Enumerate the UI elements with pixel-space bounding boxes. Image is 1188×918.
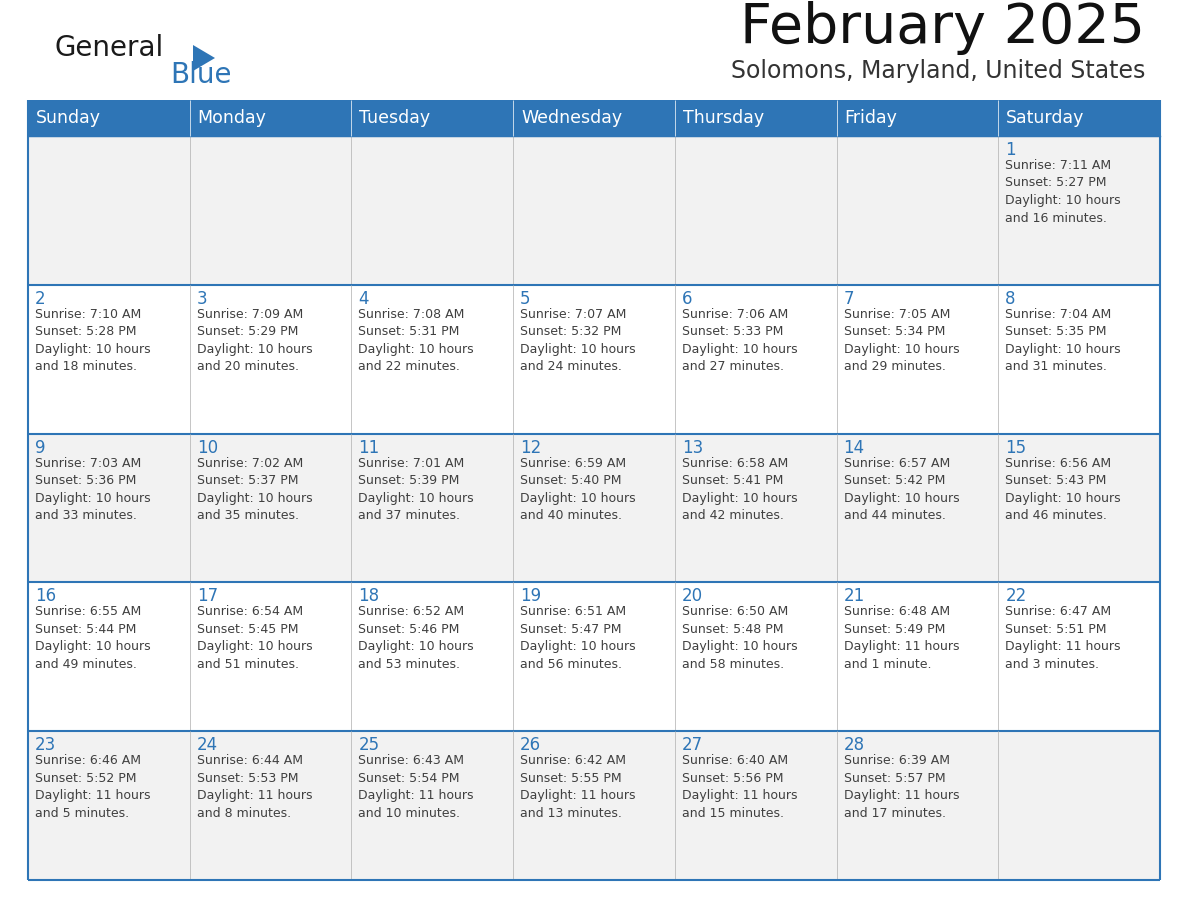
Bar — [29, 582, 1159, 732]
Text: General: General — [55, 34, 164, 62]
Text: Sunrise: 6:56 AM
Sunset: 5:43 PM
Daylight: 10 hours
and 46 minutes.: Sunrise: 6:56 AM Sunset: 5:43 PM Dayligh… — [1005, 456, 1121, 522]
Text: Wednesday: Wednesday — [522, 109, 623, 127]
Text: Sunrise: 6:52 AM
Sunset: 5:46 PM
Daylight: 10 hours
and 53 minutes.: Sunrise: 6:52 AM Sunset: 5:46 PM Dayligh… — [359, 605, 474, 671]
Text: Sunrise: 6:46 AM
Sunset: 5:52 PM
Daylight: 11 hours
and 5 minutes.: Sunrise: 6:46 AM Sunset: 5:52 PM Dayligh… — [34, 755, 151, 820]
Text: Solomons, Maryland, United States: Solomons, Maryland, United States — [731, 59, 1145, 83]
Bar — [29, 100, 1159, 136]
Text: Sunrise: 7:11 AM
Sunset: 5:27 PM
Daylight: 10 hours
and 16 minutes.: Sunrise: 7:11 AM Sunset: 5:27 PM Dayligh… — [1005, 159, 1121, 225]
Text: 27: 27 — [682, 736, 703, 755]
Text: 24: 24 — [197, 736, 217, 755]
Text: Sunrise: 7:04 AM
Sunset: 5:35 PM
Daylight: 10 hours
and 31 minutes.: Sunrise: 7:04 AM Sunset: 5:35 PM Dayligh… — [1005, 308, 1121, 374]
Text: Sunrise: 6:47 AM
Sunset: 5:51 PM
Daylight: 11 hours
and 3 minutes.: Sunrise: 6:47 AM Sunset: 5:51 PM Dayligh… — [1005, 605, 1120, 671]
Text: 17: 17 — [197, 588, 217, 605]
Text: Sunrise: 7:07 AM
Sunset: 5:32 PM
Daylight: 10 hours
and 24 minutes.: Sunrise: 7:07 AM Sunset: 5:32 PM Dayligh… — [520, 308, 636, 374]
Text: Sunrise: 6:55 AM
Sunset: 5:44 PM
Daylight: 10 hours
and 49 minutes.: Sunrise: 6:55 AM Sunset: 5:44 PM Dayligh… — [34, 605, 151, 671]
Text: 3: 3 — [197, 290, 208, 308]
Text: 10: 10 — [197, 439, 217, 456]
Text: Sunrise: 6:59 AM
Sunset: 5:40 PM
Daylight: 10 hours
and 40 minutes.: Sunrise: 6:59 AM Sunset: 5:40 PM Dayligh… — [520, 456, 636, 522]
Text: 1: 1 — [1005, 141, 1016, 159]
Text: 11: 11 — [359, 439, 380, 456]
Text: 21: 21 — [843, 588, 865, 605]
Text: Sunrise: 7:02 AM
Sunset: 5:37 PM
Daylight: 10 hours
and 35 minutes.: Sunrise: 7:02 AM Sunset: 5:37 PM Dayligh… — [197, 456, 312, 522]
Text: Sunrise: 6:51 AM
Sunset: 5:47 PM
Daylight: 10 hours
and 56 minutes.: Sunrise: 6:51 AM Sunset: 5:47 PM Dayligh… — [520, 605, 636, 671]
Text: 7: 7 — [843, 290, 854, 308]
Text: 16: 16 — [34, 588, 56, 605]
Bar — [29, 433, 1159, 582]
Text: Sunday: Sunday — [36, 109, 101, 127]
Text: Tuesday: Tuesday — [360, 109, 430, 127]
Text: Thursday: Thursday — [683, 109, 764, 127]
Text: Sunrise: 7:05 AM
Sunset: 5:34 PM
Daylight: 10 hours
and 29 minutes.: Sunrise: 7:05 AM Sunset: 5:34 PM Dayligh… — [843, 308, 959, 374]
Text: Sunrise: 6:50 AM
Sunset: 5:48 PM
Daylight: 10 hours
and 58 minutes.: Sunrise: 6:50 AM Sunset: 5:48 PM Dayligh… — [682, 605, 797, 671]
Text: 23: 23 — [34, 736, 56, 755]
Text: 2: 2 — [34, 290, 45, 308]
Text: 8: 8 — [1005, 290, 1016, 308]
Text: Sunrise: 7:08 AM
Sunset: 5:31 PM
Daylight: 10 hours
and 22 minutes.: Sunrise: 7:08 AM Sunset: 5:31 PM Dayligh… — [359, 308, 474, 374]
Text: 5: 5 — [520, 290, 531, 308]
Text: 19: 19 — [520, 588, 542, 605]
Text: 18: 18 — [359, 588, 379, 605]
Text: Blue: Blue — [170, 61, 232, 89]
Text: 9: 9 — [34, 439, 45, 456]
Text: Sunrise: 6:54 AM
Sunset: 5:45 PM
Daylight: 10 hours
and 51 minutes.: Sunrise: 6:54 AM Sunset: 5:45 PM Dayligh… — [197, 605, 312, 671]
Bar — [29, 285, 1159, 433]
Text: Sunrise: 7:03 AM
Sunset: 5:36 PM
Daylight: 10 hours
and 33 minutes.: Sunrise: 7:03 AM Sunset: 5:36 PM Dayligh… — [34, 456, 151, 522]
Text: 26: 26 — [520, 736, 542, 755]
Text: Sunrise: 6:42 AM
Sunset: 5:55 PM
Daylight: 11 hours
and 13 minutes.: Sunrise: 6:42 AM Sunset: 5:55 PM Dayligh… — [520, 755, 636, 820]
Text: Sunrise: 6:44 AM
Sunset: 5:53 PM
Daylight: 11 hours
and 8 minutes.: Sunrise: 6:44 AM Sunset: 5:53 PM Dayligh… — [197, 755, 312, 820]
Text: Sunrise: 6:57 AM
Sunset: 5:42 PM
Daylight: 10 hours
and 44 minutes.: Sunrise: 6:57 AM Sunset: 5:42 PM Dayligh… — [843, 456, 959, 522]
Text: Sunrise: 6:39 AM
Sunset: 5:57 PM
Daylight: 11 hours
and 17 minutes.: Sunrise: 6:39 AM Sunset: 5:57 PM Dayligh… — [843, 755, 959, 820]
Text: 15: 15 — [1005, 439, 1026, 456]
Bar — [29, 732, 1159, 880]
Text: 12: 12 — [520, 439, 542, 456]
Text: 22: 22 — [1005, 588, 1026, 605]
Text: Sunrise: 6:40 AM
Sunset: 5:56 PM
Daylight: 11 hours
and 15 minutes.: Sunrise: 6:40 AM Sunset: 5:56 PM Dayligh… — [682, 755, 797, 820]
Polygon shape — [192, 45, 215, 71]
Text: Sunrise: 6:58 AM
Sunset: 5:41 PM
Daylight: 10 hours
and 42 minutes.: Sunrise: 6:58 AM Sunset: 5:41 PM Dayligh… — [682, 456, 797, 522]
Text: Sunrise: 6:48 AM
Sunset: 5:49 PM
Daylight: 11 hours
and 1 minute.: Sunrise: 6:48 AM Sunset: 5:49 PM Dayligh… — [843, 605, 959, 671]
Text: Saturday: Saturday — [1006, 109, 1085, 127]
Text: 4: 4 — [359, 290, 369, 308]
Text: Friday: Friday — [845, 109, 897, 127]
Text: Sunrise: 7:06 AM
Sunset: 5:33 PM
Daylight: 10 hours
and 27 minutes.: Sunrise: 7:06 AM Sunset: 5:33 PM Dayligh… — [682, 308, 797, 374]
Text: Monday: Monday — [197, 109, 266, 127]
Text: Sunrise: 7:09 AM
Sunset: 5:29 PM
Daylight: 10 hours
and 20 minutes.: Sunrise: 7:09 AM Sunset: 5:29 PM Dayligh… — [197, 308, 312, 374]
Text: Sunrise: 6:43 AM
Sunset: 5:54 PM
Daylight: 11 hours
and 10 minutes.: Sunrise: 6:43 AM Sunset: 5:54 PM Dayligh… — [359, 755, 474, 820]
Text: Sunrise: 7:01 AM
Sunset: 5:39 PM
Daylight: 10 hours
and 37 minutes.: Sunrise: 7:01 AM Sunset: 5:39 PM Dayligh… — [359, 456, 474, 522]
Text: 25: 25 — [359, 736, 379, 755]
Text: 14: 14 — [843, 439, 865, 456]
Text: February 2025: February 2025 — [740, 1, 1145, 55]
Text: 13: 13 — [682, 439, 703, 456]
Text: 20: 20 — [682, 588, 703, 605]
Text: Sunrise: 7:10 AM
Sunset: 5:28 PM
Daylight: 10 hours
and 18 minutes.: Sunrise: 7:10 AM Sunset: 5:28 PM Dayligh… — [34, 308, 151, 374]
Bar — [29, 136, 1159, 285]
Text: 6: 6 — [682, 290, 693, 308]
Text: 28: 28 — [843, 736, 865, 755]
